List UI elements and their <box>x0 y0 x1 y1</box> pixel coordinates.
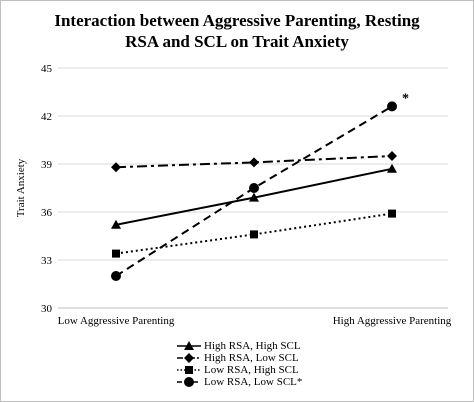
data-point <box>249 192 259 202</box>
legend-marker <box>185 366 193 374</box>
series-2 <box>111 151 397 173</box>
data-point <box>249 183 259 193</box>
legend-item: High RSA, Low SCL <box>176 352 302 364</box>
labels: 30 33 36 39 42 45 Low Aggressive Parenting High… <box>15 63 452 327</box>
legend-swatch <box>177 341 201 350</box>
y-tick-label: 30 <box>41 303 53 315</box>
data-point <box>387 163 397 173</box>
series-4 <box>111 101 397 281</box>
legend-label: High RSA, High SCL <box>204 340 301 352</box>
legend-label: Low RSA, Low SCL* <box>204 376 303 388</box>
chart-title-line-2: RSA and SCL on Trait Anxiety <box>125 32 349 51</box>
data-point <box>111 162 121 173</box>
legend-item: High RSA, High SCL <box>176 340 302 352</box>
legend: High RSA, High SCL High RSA, Low SCL Low R… <box>176 340 302 388</box>
legend-label: Low RSA, High SCL <box>204 364 299 376</box>
chart-title: Interaction between Aggressive Parenting… <box>0 10 474 52</box>
data-point <box>249 157 259 168</box>
series-line <box>115 155 393 169</box>
significance-annotation: * <box>402 91 409 106</box>
legend-item: Low RSA, Low SCL* <box>176 376 302 388</box>
chart-title-line-1: Interaction between Aggressive Parenting… <box>54 11 420 30</box>
legend-label: High RSA, Low SCL <box>204 352 299 364</box>
data-point <box>112 249 120 258</box>
legend-swatch <box>177 366 201 374</box>
series-1 <box>111 163 397 229</box>
legend-marker <box>184 341 194 350</box>
y-tick-label: 45 <box>41 63 53 75</box>
legend-swatch <box>177 353 201 363</box>
gridlines <box>58 67 448 261</box>
legend-swatch <box>177 377 201 387</box>
legend-marker <box>184 377 194 387</box>
y-tick-label: 42 <box>41 111 52 123</box>
data-point <box>387 101 397 112</box>
x-tick-label: High Aggressive Parenting <box>333 315 452 327</box>
data-point <box>111 219 121 229</box>
data-point <box>388 209 396 218</box>
legend-item: Low RSA, High SCL <box>176 364 302 376</box>
x-tick-label: Low Aggressive Parenting <box>58 315 175 327</box>
legend-marker <box>184 353 194 363</box>
y-tick-label: 39 <box>41 159 53 171</box>
data-point <box>111 271 121 281</box>
y-tick-label: 36 <box>41 207 53 219</box>
data-point <box>250 230 258 239</box>
y-axis-label: Trait Anxiety <box>15 158 27 217</box>
series-layer <box>111 101 397 281</box>
data-point <box>387 151 397 161</box>
y-tick-label: 33 <box>41 255 53 267</box>
